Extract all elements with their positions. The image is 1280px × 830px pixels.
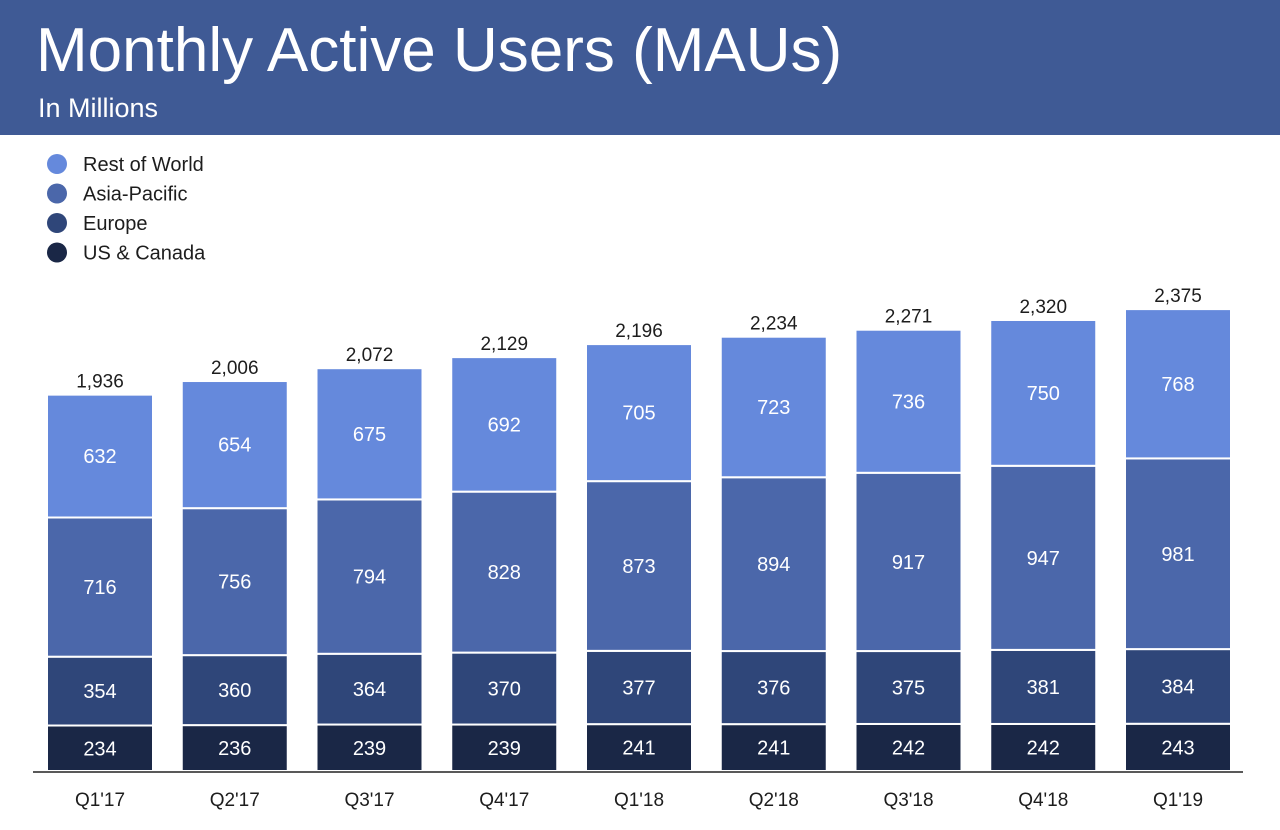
data-label: 242 [892, 737, 925, 759]
legend-marker [47, 183, 67, 204]
bar-segment [719, 335, 828, 479]
x-tick-label: Q3'18 [883, 790, 933, 811]
bar-segment [854, 471, 963, 653]
bar-segment [180, 654, 289, 727]
x-tick-label: Q4'17 [479, 790, 529, 811]
legend-label: Europe [83, 213, 148, 235]
data-label: 828 [488, 562, 521, 584]
bar-segment [315, 652, 424, 726]
bar-segment [719, 723, 828, 772]
bar-segment [315, 723, 424, 772]
data-label: 692 [488, 414, 521, 436]
data-label: 384 [1161, 676, 1194, 698]
data-label: 873 [622, 556, 655, 578]
total-label: 2,129 [480, 334, 528, 355]
bar-segment [450, 356, 559, 493]
total-label: 2,234 [750, 314, 798, 335]
bar-segment [1124, 308, 1232, 460]
x-tick-label: Q4'18 [1018, 790, 1068, 811]
x-tick-label: Q2'17 [210, 790, 260, 811]
bar-segment [180, 380, 289, 510]
data-label: 375 [892, 678, 925, 700]
data-label: 354 [83, 681, 116, 703]
legend-label: US & Canada [83, 243, 206, 265]
data-label: 768 [1161, 374, 1194, 396]
data-label: 654 [218, 435, 251, 457]
legend-marker [47, 154, 67, 174]
chart-title: Monthly Active Users (MAUs) [36, 16, 843, 85]
data-label: 236 [218, 738, 251, 760]
bar-segment [854, 722, 963, 772]
bar-segment [989, 464, 1098, 651]
data-label: 981 [1161, 544, 1194, 566]
data-label: 364 [353, 679, 386, 701]
bar-segment [315, 367, 424, 501]
data-label: 632 [83, 446, 116, 468]
chart-subtitle: In Millions [38, 93, 159, 123]
data-label: 794 [353, 567, 386, 589]
x-tick-label: Q2'18 [749, 790, 799, 811]
bar-segment [450, 651, 559, 726]
data-label: 234 [83, 738, 116, 760]
data-label: 750 [1027, 383, 1060, 405]
x-tick-label: Q1'17 [75, 790, 125, 811]
data-label: 241 [757, 738, 790, 760]
total-label: 1,936 [76, 372, 124, 393]
bar-segment [854, 328, 963, 474]
total-label: 2,072 [346, 345, 394, 366]
bar-segment [719, 476, 828, 653]
bar-segment [989, 722, 1098, 772]
bar-segment [585, 343, 693, 483]
data-label: 376 [757, 678, 790, 700]
bar-segment [450, 490, 559, 654]
data-label: 705 [622, 403, 655, 425]
total-label: 2,320 [1019, 297, 1067, 318]
data-label: 239 [488, 738, 521, 760]
bar-segment [854, 650, 963, 725]
total-label: 2,196 [615, 321, 663, 342]
bar-segment [719, 650, 828, 726]
bar-segment [1124, 722, 1232, 773]
data-label: 381 [1027, 677, 1060, 699]
data-label: 239 [353, 738, 386, 760]
legend-label: Asia-Pacific [83, 184, 187, 206]
bar-segment [1124, 648, 1232, 725]
data-label: 370 [488, 679, 521, 701]
data-label: 947 [1027, 548, 1060, 570]
data-label: 242 [1027, 737, 1060, 759]
data-label: 241 [622, 738, 655, 760]
x-tick-label: Q1'18 [614, 790, 664, 811]
data-label: 736 [892, 391, 925, 413]
data-label: 360 [218, 680, 251, 702]
data-label: 917 [892, 552, 925, 574]
x-tick-label: Q3'17 [344, 790, 394, 811]
data-label: 894 [757, 554, 790, 576]
bar-segment [46, 393, 154, 519]
total-label: 2,271 [885, 307, 933, 328]
bar-segment [989, 318, 1098, 467]
bar-segment [585, 649, 693, 726]
data-label: 756 [218, 572, 251, 594]
data-label: 377 [622, 678, 655, 700]
legend-marker [47, 213, 67, 233]
legend-marker [47, 242, 67, 263]
bar-segment [1124, 457, 1232, 651]
x-tick-label: Q1'19 [1153, 790, 1203, 811]
total-label: 2,006 [211, 358, 259, 379]
legend-label: Rest of World [83, 154, 204, 176]
total-label: 2,375 [1154, 286, 1202, 307]
data-label: 716 [83, 577, 116, 599]
data-label: 723 [757, 397, 790, 419]
data-label: 675 [353, 424, 386, 446]
bar-segment [585, 480, 693, 652]
bar-segment [585, 723, 693, 772]
bar-segment [46, 655, 154, 727]
data-label: 243 [1161, 737, 1194, 759]
chart-header: Monthly Active Users (MAUs) In Millions [0, 0, 1280, 135]
